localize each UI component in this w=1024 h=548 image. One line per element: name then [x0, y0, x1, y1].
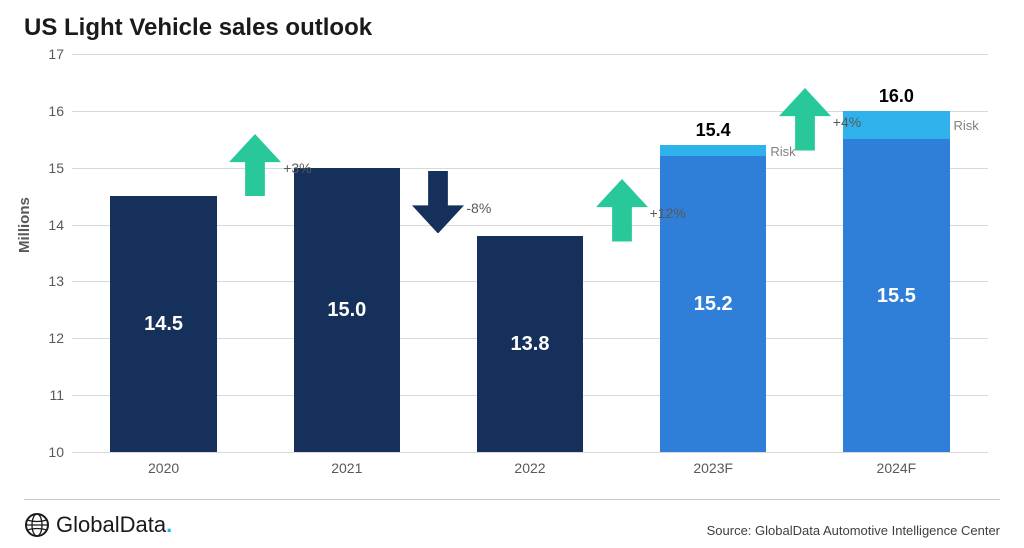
- bar-value-label: 13.8: [477, 333, 583, 356]
- gridline: [72, 452, 988, 453]
- x-tick-label: 2024F: [877, 460, 917, 476]
- plot-area: 1011121314151617202014.5202115.0202213.8…: [72, 54, 988, 452]
- chart-title: US Light Vehicle sales outlook: [24, 14, 372, 42]
- y-tick-label: 17: [48, 46, 64, 62]
- bar-risk-segment: [660, 145, 766, 156]
- bar-total-label: 16.0: [843, 86, 949, 107]
- y-tick-label: 14: [48, 217, 64, 233]
- bar-value-label: 15.0: [294, 299, 400, 322]
- globaldata-icon: [24, 512, 50, 538]
- y-tick-label: 10: [48, 444, 64, 460]
- gridline: [72, 54, 988, 55]
- arrow-percent-label: -8%: [466, 200, 491, 216]
- footer-divider: [24, 499, 1000, 500]
- arrow-percent-label: +4%: [833, 114, 861, 130]
- chart-container: US Light Vehicle sales outlook Millions …: [0, 0, 1024, 548]
- y-tick-label: 15: [48, 160, 64, 176]
- y-axis-label: Millions: [16, 197, 33, 253]
- x-tick-label: 2020: [148, 460, 179, 476]
- arrow-up-icon: [229, 134, 281, 197]
- bar-value-label: 15.5: [843, 285, 949, 308]
- x-tick-label: 2022: [514, 460, 545, 476]
- bar-total-label: 15.4: [660, 120, 766, 141]
- bar-value-label: 15.2: [660, 293, 766, 316]
- arrow-down-icon: [412, 171, 464, 234]
- x-tick-label: 2021: [331, 460, 362, 476]
- footer: GlobalData. Source: GlobalData Automotiv…: [24, 512, 1000, 538]
- y-tick-label: 13: [48, 273, 64, 289]
- arrow-up-icon: [596, 179, 648, 242]
- source-text: Source: GlobalData Automotive Intelligen…: [707, 523, 1000, 538]
- arrow-percent-label: +12%: [650, 205, 686, 221]
- brand-name: GlobalData.: [56, 512, 172, 538]
- risk-label: Risk: [954, 118, 979, 133]
- y-tick-label: 11: [49, 387, 64, 403]
- x-tick-label: 2023F: [693, 460, 733, 476]
- y-tick-label: 16: [48, 103, 64, 119]
- arrow-up-icon: [779, 88, 831, 151]
- brand-text: GlobalData: [56, 512, 166, 537]
- y-tick-label: 12: [48, 330, 64, 346]
- brand-dot: .: [166, 512, 172, 537]
- brand-logo: GlobalData.: [24, 512, 172, 538]
- arrow-percent-label: +3%: [283, 160, 311, 176]
- bar-value-label: 14.5: [110, 313, 216, 336]
